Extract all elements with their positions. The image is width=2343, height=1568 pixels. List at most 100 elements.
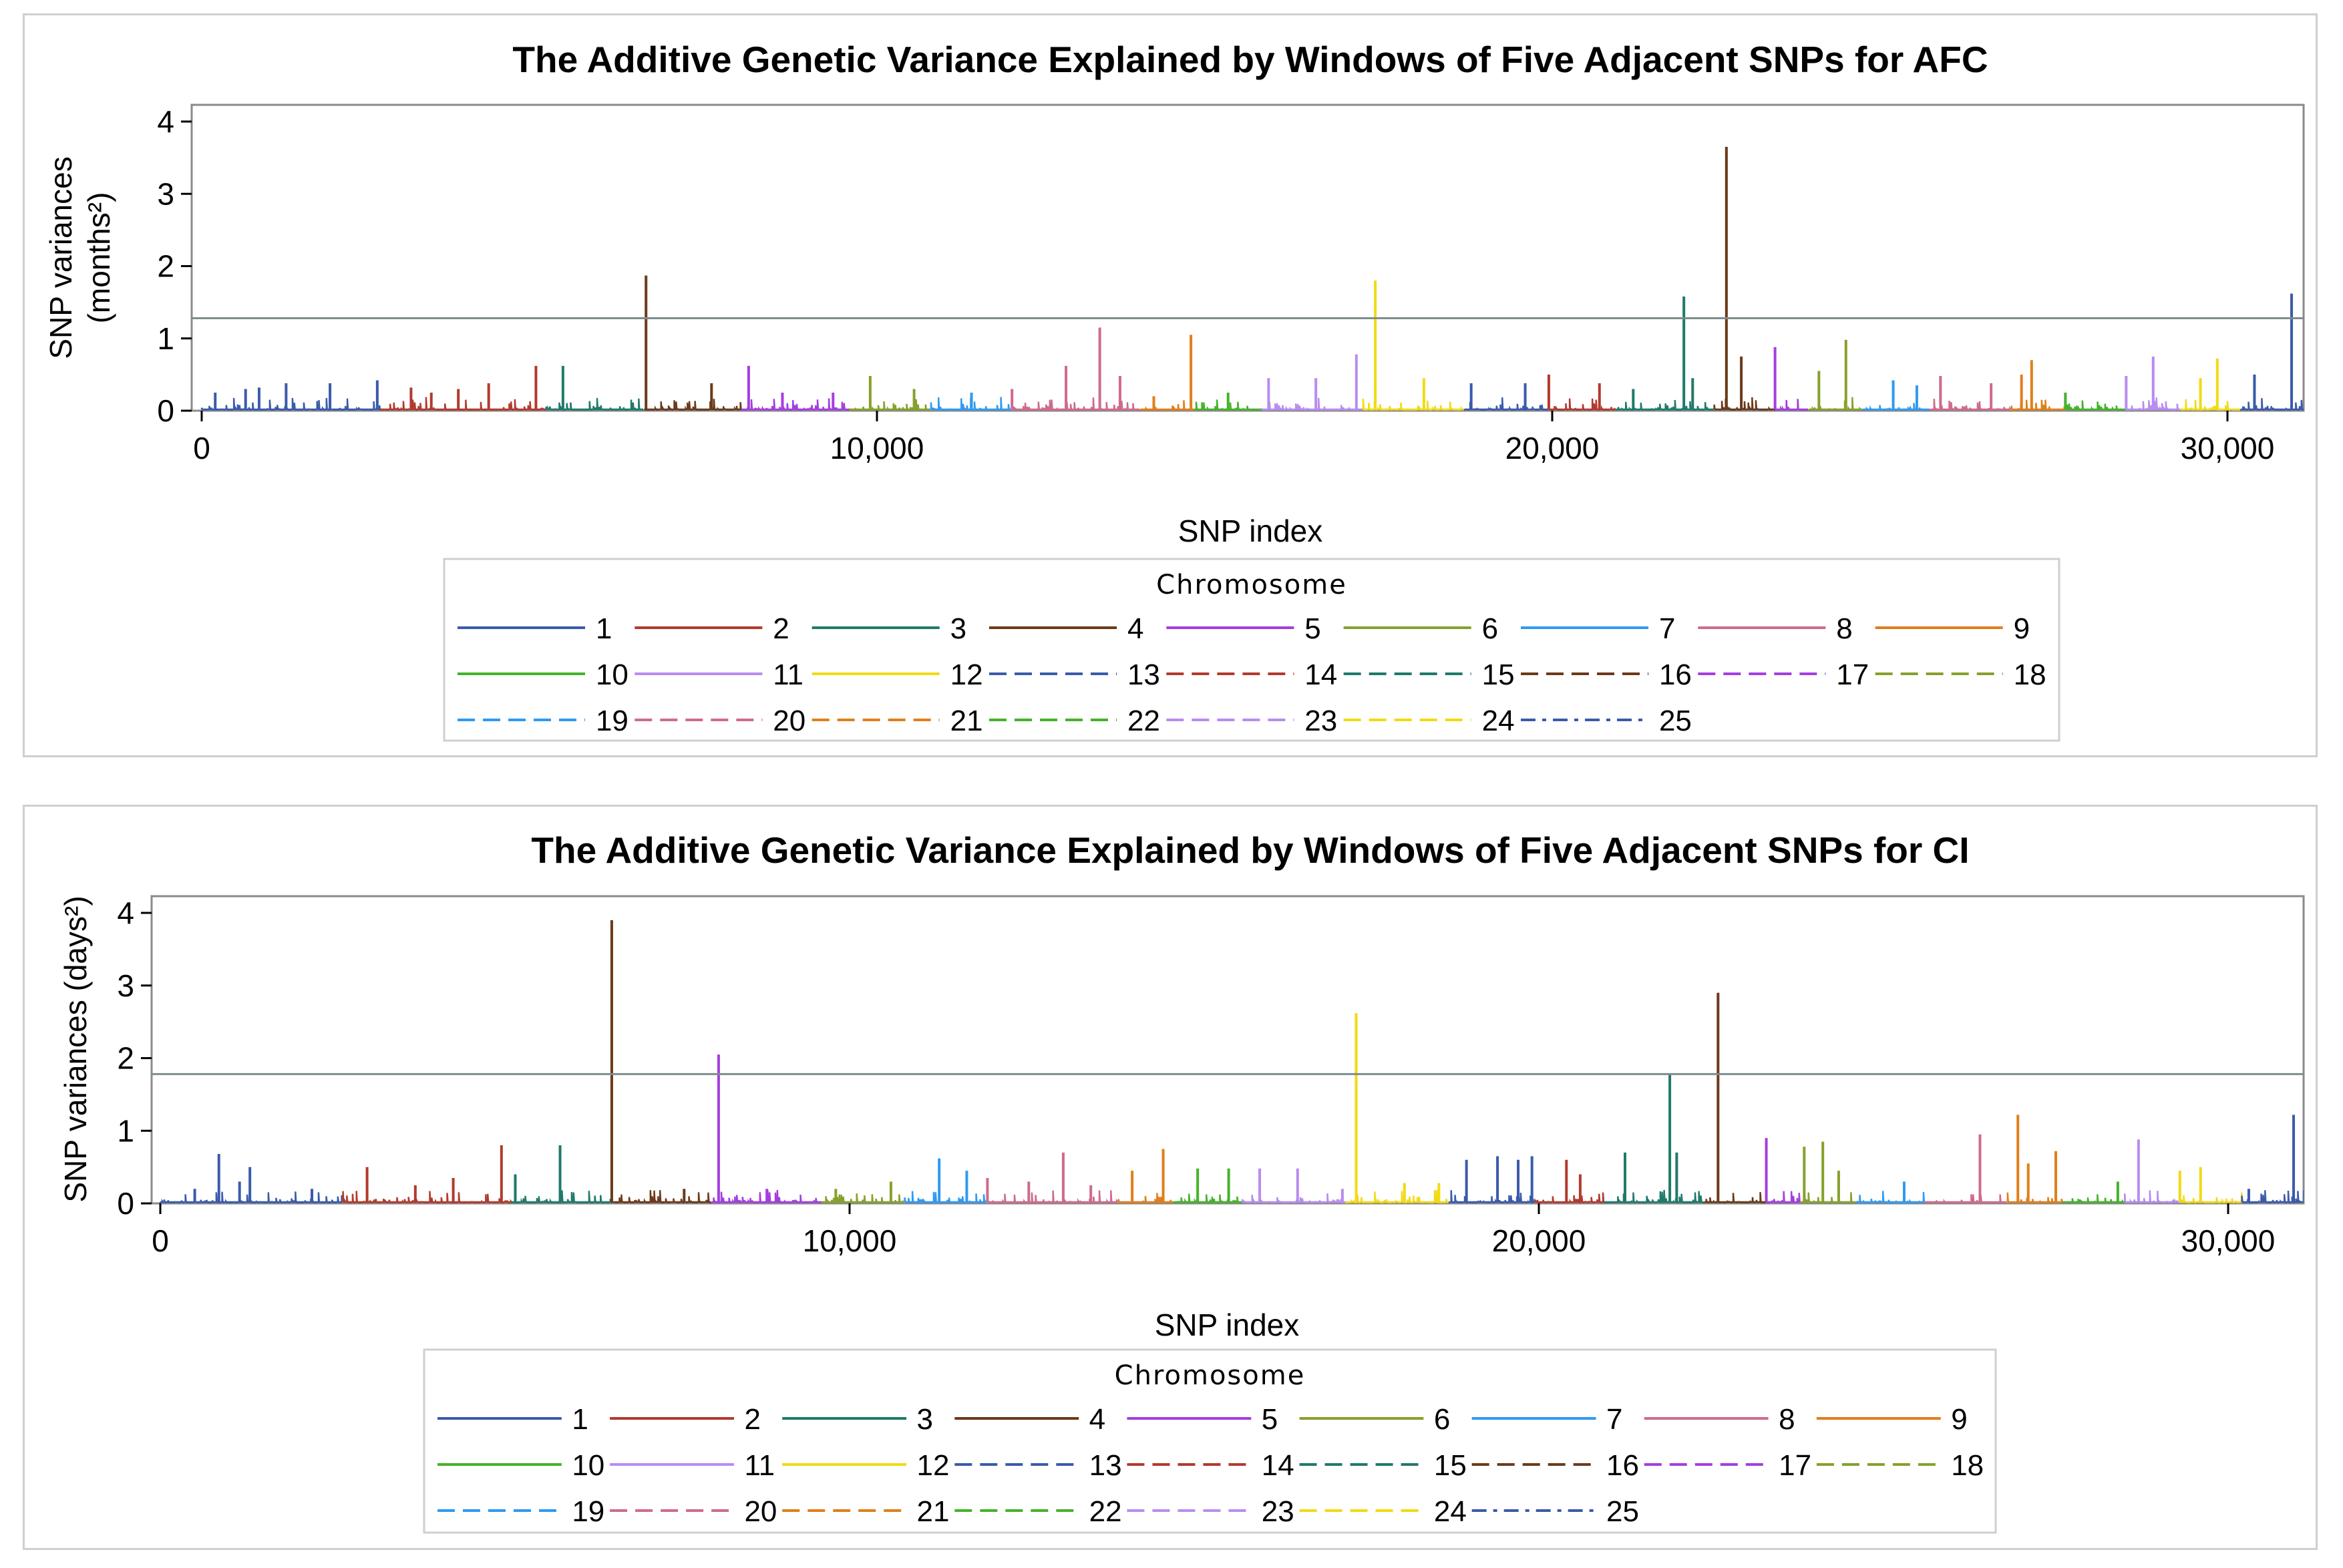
series-chromosome-4: [644, 399, 742, 411]
y-tick-label: 3: [157, 176, 174, 211]
series-chromosome-8: [986, 1190, 1118, 1203]
series-chromosome-15: [1615, 399, 1715, 411]
legend-label: 5: [1304, 612, 1320, 645]
afc-series-group: [200, 146, 2304, 411]
y-tick-label: 1: [157, 321, 174, 356]
x-tick-label: 30,000: [2181, 431, 2275, 465]
series-chromosome-11: [1242, 1193, 1346, 1203]
legend-label: 14: [1262, 1449, 1294, 1482]
series-chromosome-17: [1765, 1191, 1801, 1203]
series-chromosome-14: [1548, 398, 1616, 411]
series-chromosome-16: [1703, 1192, 1768, 1203]
series-chromosome-5: [741, 398, 851, 411]
legend-label: 14: [1304, 658, 1337, 691]
legend-label: 4: [1127, 612, 1143, 645]
legend-label: 20: [773, 705, 805, 737]
y-tick-label: 2: [157, 249, 174, 284]
afc-plot-frame: [190, 104, 2305, 412]
legend-label: 10: [572, 1449, 604, 1482]
legend-label: 7: [1606, 1403, 1622, 1436]
ci-series-group: [159, 920, 2304, 1203]
legend-label: 21: [917, 1495, 950, 1528]
series-chromosome-17: [1774, 399, 1809, 411]
legend-label: 19: [572, 1495, 604, 1528]
legend-label: 12: [950, 658, 983, 691]
legend-label: 10: [596, 658, 628, 691]
legend-label: 15: [1434, 1449, 1467, 1482]
afc-chart-panel: The Additive Genetic Variance Explained …: [23, 13, 2318, 757]
series-chromosome-25: [2241, 1190, 2304, 1203]
legend-label: 1: [572, 1403, 588, 1436]
legend-label: 23: [1262, 1495, 1294, 1528]
legend-label: 24: [1434, 1495, 1467, 1528]
y-tick-label: 4: [117, 896, 134, 930]
legend-label: 22: [1089, 1495, 1122, 1528]
legend-label: 18: [1951, 1449, 1984, 1482]
series-chromosome-25: [2240, 398, 2304, 411]
series-chromosome-3: [545, 398, 644, 411]
legend-label: 2: [773, 612, 789, 645]
ci-plot-frame: [150, 895, 2305, 1205]
series-chromosome-1: [159, 1191, 343, 1203]
legend-label: 9: [1951, 1403, 1967, 1436]
y-tick-label: 0: [157, 393, 174, 428]
series-chromosome-20: [1924, 1194, 2007, 1203]
legend-label: 25: [1606, 1495, 1639, 1528]
ci-title: The Additive Genetic Variance Explained …: [531, 829, 1969, 871]
legend-label: 12: [917, 1449, 950, 1482]
ci-y-axis-label: SNP variances (days²): [58, 896, 93, 1202]
x-tick-label: 20,000: [1492, 1223, 1586, 1258]
legend-label: 23: [1304, 705, 1337, 737]
series-chromosome-12: [1344, 1189, 1449, 1203]
series-chromosome-13: [1463, 397, 1549, 411]
series-chromosome-23: [2124, 1190, 2180, 1203]
series-chromosome-6: [849, 399, 931, 411]
y-tick-label: 1: [117, 1113, 134, 1148]
y-tick-label: 2: [117, 1041, 134, 1076]
legend-label: 16: [1659, 658, 1692, 691]
legend-label: 24: [1482, 705, 1515, 737]
legend-label: 5: [1262, 1403, 1278, 1436]
series-chromosome-24: [2179, 1192, 2243, 1203]
x-tick-label: 30,000: [2181, 1223, 2276, 1258]
x-tick-label: 20,000: [1505, 431, 1600, 465]
legend-label: 22: [1127, 705, 1160, 737]
series-chromosome-19: [1861, 403, 1930, 411]
legend-label: 3: [917, 1403, 933, 1436]
series-chromosome-2: [379, 397, 547, 411]
legend-label: 4: [1089, 1403, 1105, 1436]
series-chromosome-10: [1172, 1193, 1243, 1203]
series-chromosome-21: [2006, 1191, 2063, 1203]
legend-label: 7: [1659, 612, 1675, 645]
series-chromosome-4: [610, 1190, 712, 1203]
afc-title: The Additive Genetic Variance Explained …: [512, 39, 1988, 80]
legend-label: 17: [1836, 658, 1869, 691]
afc-y-axis-label: SNP variances: [43, 156, 78, 359]
afc-y-axis-label: (months²): [81, 192, 116, 324]
series-chromosome-12: [1362, 398, 1465, 411]
x-tick-label: 10,000: [803, 1223, 897, 1258]
y-tick-label: 0: [117, 1186, 134, 1221]
legend-label: 6: [1482, 612, 1498, 645]
legend-label: 8: [1779, 1403, 1795, 1436]
series-chromosome-9: [1139, 400, 1195, 411]
series-chromosome-11: [1261, 397, 1364, 411]
series-chromosome-9: [1117, 1193, 1174, 1203]
legend-label: 25: [1659, 705, 1692, 737]
legend-label: 11: [773, 658, 803, 691]
series-chromosome-24: [2179, 399, 2242, 411]
legend-label: 13: [1127, 658, 1160, 691]
afc-chart: The Additive Genetic Variance Explained …: [43, 39, 2305, 742]
ci-x-axis-label: SNP index: [1155, 1308, 1300, 1342]
ci-chart-panel: The Additive Genetic Variance Explained …: [23, 805, 2318, 1550]
series-chromosome-13: [1448, 1190, 1536, 1203]
series-chromosome-22: [2062, 1194, 2126, 1203]
x-tick-label: 0: [193, 431, 210, 465]
series-chromosome-14: [1534, 1192, 1605, 1203]
legend-label: 17: [1779, 1449, 1811, 1482]
series-chromosome-20: [1930, 399, 2012, 411]
legend-frame: [443, 558, 2060, 742]
afc-x-axis-label: SNP index: [1178, 514, 1323, 548]
legend-label: 8: [1836, 612, 1852, 645]
